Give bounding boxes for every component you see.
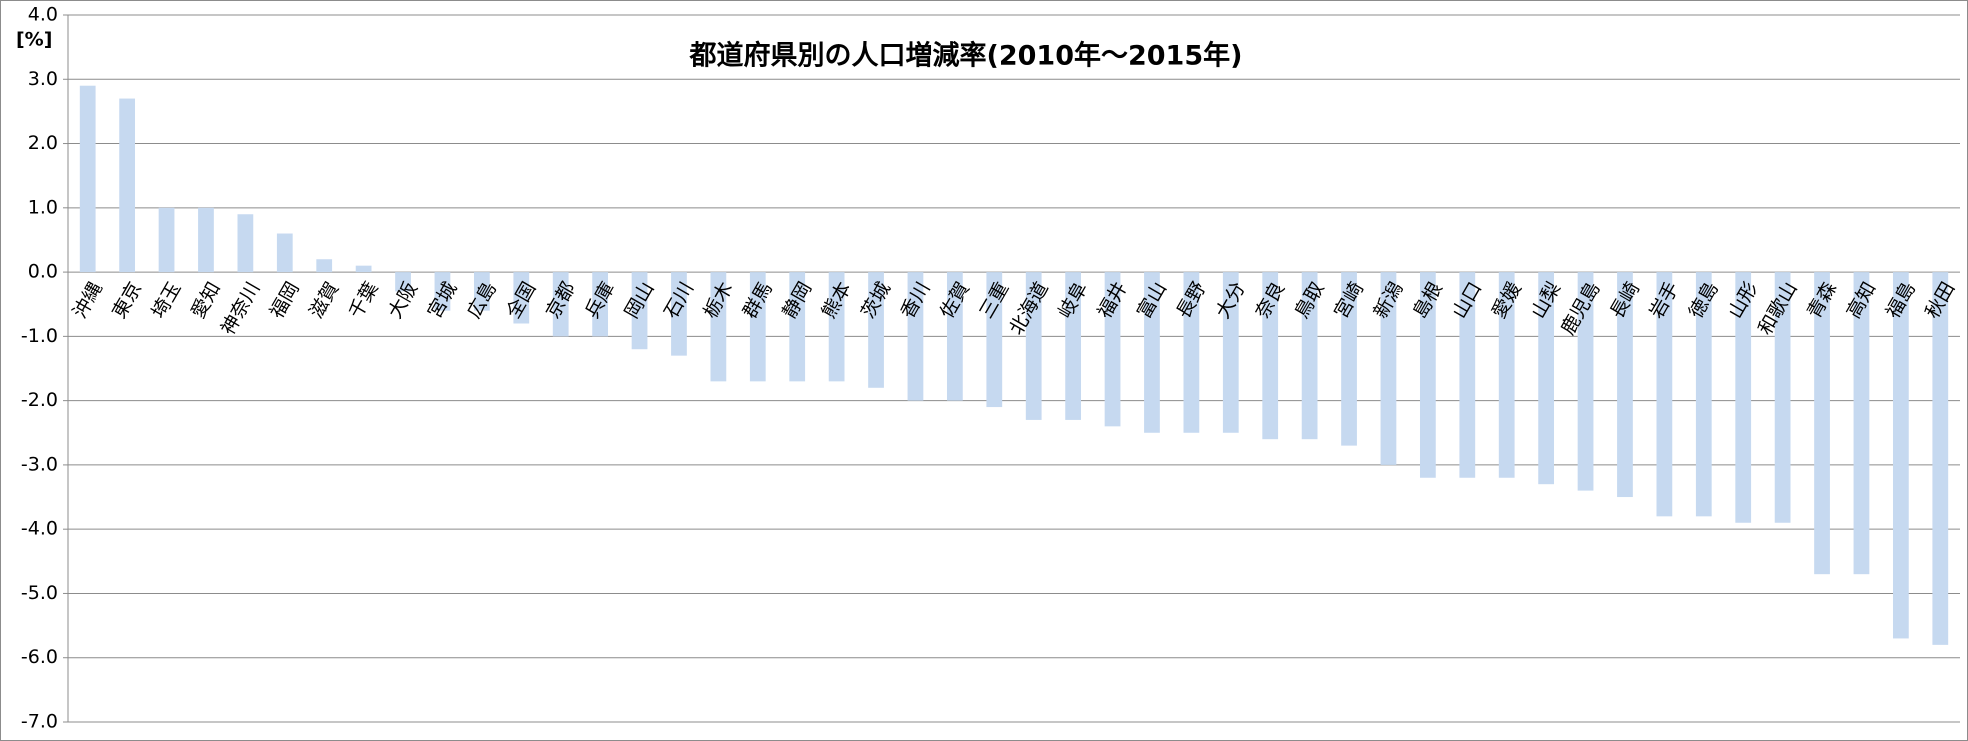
bar bbox=[986, 272, 1003, 408]
y-tick-label: -7.0 bbox=[21, 711, 58, 733]
bar bbox=[592, 272, 609, 337]
bar bbox=[1656, 272, 1673, 517]
bar bbox=[1262, 272, 1279, 440]
bar bbox=[473, 272, 490, 311]
bar bbox=[631, 272, 648, 350]
y-tick-label: -4.0 bbox=[21, 518, 58, 540]
bar bbox=[1419, 272, 1436, 478]
bar bbox=[1341, 272, 1357, 446]
bar bbox=[198, 207, 214, 273]
bar bbox=[1735, 272, 1752, 523]
bar bbox=[1222, 272, 1239, 433]
bar bbox=[1774, 272, 1791, 523]
bar bbox=[1144, 272, 1160, 433]
bar bbox=[355, 265, 372, 273]
bar bbox=[1617, 272, 1633, 498]
bar bbox=[552, 272, 569, 337]
bar bbox=[1380, 272, 1397, 465]
bar bbox=[868, 272, 884, 388]
bar bbox=[1459, 272, 1476, 478]
bar bbox=[1853, 272, 1870, 575]
bar bbox=[158, 207, 175, 273]
bar bbox=[1183, 272, 1200, 433]
y-tick-label: -5.0 bbox=[21, 582, 58, 604]
bar bbox=[237, 214, 254, 273]
bar bbox=[789, 272, 806, 382]
bar bbox=[79, 85, 96, 273]
bar bbox=[1301, 272, 1318, 440]
bar bbox=[946, 272, 963, 401]
bar bbox=[749, 272, 766, 382]
bar bbox=[316, 259, 333, 273]
bar bbox=[1538, 272, 1555, 485]
bar bbox=[276, 233, 293, 273]
y-tick-label: 3.0 bbox=[28, 68, 58, 90]
bar bbox=[1498, 272, 1515, 478]
bar bbox=[119, 98, 136, 273]
y-tick-label: 4.0 bbox=[28, 4, 58, 26]
bar bbox=[434, 272, 451, 311]
y-axis-label: [%] bbox=[16, 29, 52, 51]
bar bbox=[710, 272, 727, 382]
bar bbox=[1065, 272, 1082, 420]
bar bbox=[1932, 272, 1949, 645]
bar bbox=[513, 272, 530, 324]
bar bbox=[671, 272, 687, 356]
bar bbox=[1104, 272, 1121, 427]
y-tick-label: 1.0 bbox=[28, 196, 58, 218]
bar bbox=[1695, 272, 1712, 517]
y-tick-label: -3.0 bbox=[21, 453, 58, 475]
y-tick-label: 2.0 bbox=[28, 132, 58, 154]
bar bbox=[1577, 272, 1594, 491]
y-tick-label: 0.0 bbox=[28, 261, 58, 283]
bar bbox=[907, 272, 924, 401]
bar bbox=[828, 272, 845, 382]
y-tick-label: -1.0 bbox=[21, 325, 58, 347]
chart-title: 都道府県別の人口増減率(2010年～2015年) bbox=[689, 40, 1243, 72]
bar bbox=[1814, 272, 1830, 575]
y-tick-label: -2.0 bbox=[21, 389, 58, 411]
y-tick-label: -6.0 bbox=[21, 646, 58, 668]
bar bbox=[1025, 272, 1042, 420]
bar bbox=[1892, 272, 1909, 639]
bar bbox=[395, 272, 411, 292]
